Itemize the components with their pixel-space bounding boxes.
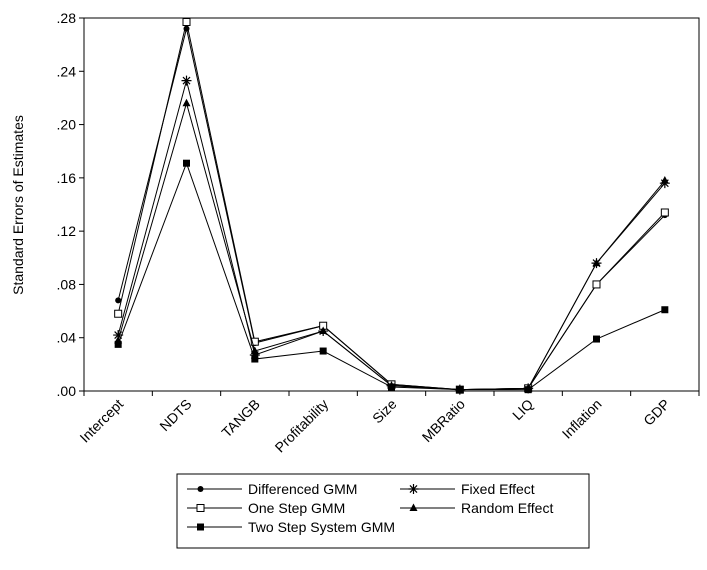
axes: .00 .04 .08 .12 .16 .20 .24 .28 Intercept NDTS TAN… (57, 10, 700, 456)
series-lines (113, 17, 670, 395)
series-one-step-gmm (114, 17, 669, 394)
series-two-step-system-gmm (114, 159, 669, 394)
legend-marker (197, 486, 204, 492)
legend-box (176, 473, 590, 549)
y-tick-label: .04 (57, 330, 77, 346)
legend-label: Fixed Effect (461, 481, 535, 497)
legend-entry: Two Step System GMM (187, 519, 395, 535)
data-point (388, 383, 395, 391)
legend-label: Random Effect (461, 500, 553, 516)
legend-marker (197, 523, 204, 531)
data-point (593, 335, 600, 343)
data-point (115, 297, 122, 304)
series-line (117, 161, 666, 391)
y-axis-title: Standard Errors of Estimates (10, 115, 26, 295)
series-random-effect (114, 98, 669, 393)
legend-marker (408, 484, 419, 494)
data-point (319, 326, 328, 335)
data-point (660, 176, 669, 184)
x-tick-label: TANGB (218, 396, 263, 441)
x-tick-label: Intercept (76, 396, 126, 446)
data-point (182, 17, 191, 26)
data-point (182, 98, 191, 107)
x-tick-label: Size (369, 396, 400, 427)
series-line (117, 21, 666, 391)
legend-label: One Step GMM (248, 500, 345, 516)
y-tick-label: .00 (57, 383, 77, 399)
data-point (660, 208, 669, 217)
x-tick-label: Inflation (559, 396, 605, 442)
data-point (181, 75, 192, 86)
legend-entry: Random Effect (400, 500, 553, 516)
data-point (113, 330, 124, 341)
y-tick-label: .16 (57, 170, 77, 186)
data-point (661, 306, 669, 314)
data-point (249, 350, 260, 361)
y-tick-label: .12 (57, 223, 77, 239)
legend-entry: Differenced GMM (187, 481, 357, 497)
series-line (117, 28, 666, 391)
data-point (114, 340, 122, 348)
data-point (251, 355, 259, 363)
x-tick-label: Profitability (272, 396, 332, 456)
y-tick-label: .24 (57, 63, 77, 79)
plot-frame (83, 17, 700, 392)
data-point (319, 347, 327, 355)
series-line (117, 101, 666, 391)
data-point (456, 386, 464, 394)
data-point (250, 337, 259, 346)
x-tick-label: GDP (640, 396, 673, 429)
y-tick-label: .28 (57, 10, 77, 26)
x-tick-label: MBRatio (419, 396, 468, 445)
data-point (183, 159, 190, 167)
series-differenced-gmm (115, 25, 668, 393)
legend-entry: Fixed Effect (400, 481, 535, 497)
legend-entry: One Step GMM (187, 500, 345, 516)
y-tick-label: .20 (57, 117, 77, 133)
y-tick-label: .08 (57, 276, 77, 292)
data-point (592, 258, 601, 267)
x-tick-label: LIQ (509, 396, 536, 423)
data-point (524, 386, 532, 394)
legend-marker (196, 504, 205, 512)
legend-marker (409, 503, 418, 511)
legend-label: Differenced GMM (248, 481, 357, 497)
series-line (117, 78, 666, 391)
data-point (592, 280, 601, 289)
legend: Differenced GMM Fixed Effect One Step GMM R… (176, 473, 590, 549)
x-tick-label: NDTS (156, 396, 194, 434)
legend-label: Two Step System GMM (248, 519, 395, 535)
data-point (114, 309, 123, 318)
